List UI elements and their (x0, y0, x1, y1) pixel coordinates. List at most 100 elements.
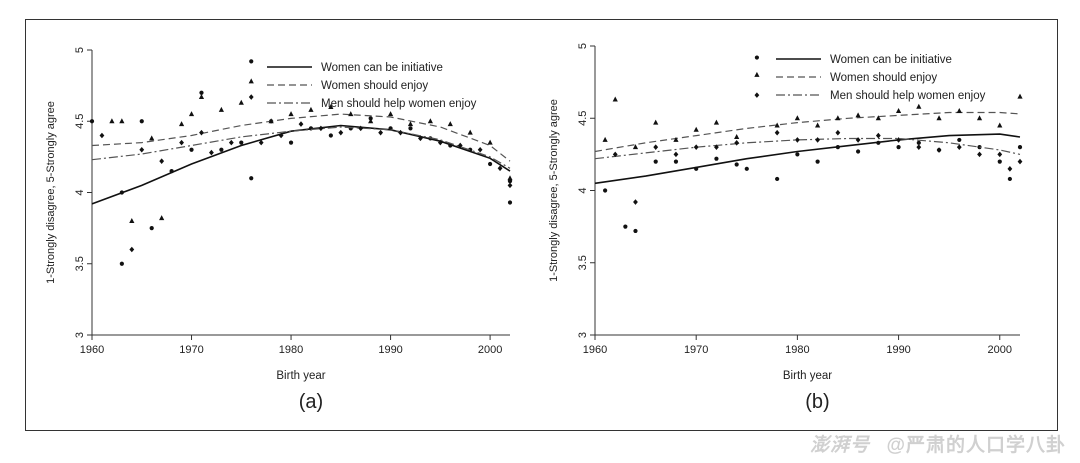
data-point-triangle (328, 104, 334, 109)
legend-label-1: Women can be initiative (321, 62, 443, 74)
data-point-triangle (119, 118, 125, 124)
data-point-diamond (855, 137, 861, 143)
legend-label-3: Men should help women enjoy (321, 98, 477, 110)
data-point-diamond (875, 132, 881, 139)
data-point-circle (815, 159, 820, 164)
data-point-triangle (188, 111, 195, 117)
data-point-diamond (477, 146, 483, 153)
data-point-triangle (507, 175, 513, 181)
data-point-diamond (318, 125, 324, 132)
data-point-circle (734, 162, 739, 167)
data-point-triangle (467, 129, 473, 135)
x-tick-label: 1970 (684, 344, 708, 356)
y-axis-title: 1-Strongly disagree, 5-Strongly agree (45, 101, 57, 284)
data-point-diamond (754, 92, 760, 98)
data-point-diamond (1007, 166, 1013, 172)
data-point-circle (633, 228, 638, 234)
figure-frame (25, 19, 1058, 431)
data-point-triangle (447, 121, 453, 127)
y-tick-label: 4 (74, 189, 86, 195)
data-point-diamond (298, 121, 304, 127)
data-point-triangle (308, 106, 314, 112)
data-point-diamond (997, 151, 1003, 158)
data-point-diamond (673, 151, 679, 158)
data-point-triangle (673, 136, 679, 142)
data-point-triangle (487, 139, 493, 145)
data-point-circle (835, 145, 840, 150)
x-axis-title: Birth year (783, 370, 832, 382)
data-point-circle (623, 224, 628, 229)
chart-panel-2: 3 3.5 4 4.5 5 1960 1970 1980 1990 2000 Birth year 1… (548, 43, 1023, 413)
y-tick-label: 4.5 (577, 111, 589, 126)
data-point-circle (408, 126, 413, 131)
data-point-diamond (734, 140, 740, 146)
data-point-triangle (956, 108, 962, 114)
data-point-triangle (997, 122, 1003, 128)
data-point-circle (119, 190, 124, 195)
data-point-diamond (248, 94, 254, 100)
data-point-triangle (198, 94, 205, 100)
data-point-circle (448, 143, 453, 148)
data-point-triangle (218, 106, 224, 112)
data-point-triangle (774, 122, 780, 128)
data-point-triangle (632, 144, 639, 150)
chart-panel-1: 3 3.5 4 4.5 5 1960 1970 1980 1990 2000 Birth year 1… (45, 47, 513, 413)
data-point-circle (149, 226, 154, 231)
y-tick-label: 3 (577, 332, 589, 338)
x-axis-title: Birth year (276, 370, 325, 382)
data-point-triangle (129, 218, 135, 223)
data-point-circle (219, 147, 224, 152)
data-point-triangle (653, 119, 659, 125)
y-tick-label: 4 (577, 187, 589, 193)
data-point-diamond (99, 132, 105, 139)
data-point-diamond (815, 137, 821, 143)
y-tick-label: 5 (74, 47, 86, 53)
data-point-diamond (977, 151, 982, 158)
data-point-triangle (815, 122, 821, 128)
x-tick-label: 1960 (80, 344, 104, 356)
data-point-diamond (956, 144, 962, 150)
data-point-diamond (835, 129, 841, 136)
data-point-triangle (855, 112, 861, 118)
fit-line-2 (91, 113, 511, 162)
data-point-diamond (278, 132, 284, 139)
data-point-circle (328, 133, 333, 138)
data-point-circle (1007, 176, 1012, 182)
data-point-diamond (774, 129, 780, 136)
watermark-author: @严肃的人口学八卦 (886, 435, 1066, 456)
data-point-triangle (895, 108, 902, 114)
x-tick-label: 1980 (279, 344, 303, 356)
data-point-triangle (248, 78, 254, 84)
data-point-diamond (378, 129, 384, 136)
fit-line-2 (594, 111, 1021, 153)
data-point-diamond (139, 146, 145, 153)
data-point-circle (694, 166, 699, 171)
y-axis-title: 1-Strongly disagree, 5-Strongly agree (548, 99, 560, 282)
data-point-diamond (258, 139, 264, 146)
panel-label: (a) (299, 391, 323, 413)
data-point-diamond (209, 149, 214, 156)
data-point-diamond (437, 139, 443, 146)
watermark: 澎湃号 @严肃的人口学八卦 (810, 430, 1066, 457)
data-point-circle (855, 149, 861, 154)
data-point-diamond (507, 182, 513, 189)
data-point-circle (714, 156, 719, 161)
data-point-triangle (875, 115, 881, 121)
data-point-circle (468, 147, 473, 152)
y-tick-label: 3 (74, 332, 86, 338)
data-point-circle (775, 176, 780, 182)
data-point-diamond (179, 139, 184, 146)
data-point-diamond (398, 129, 403, 136)
x-tick-label: 1990 (886, 344, 910, 356)
y-tick-label: 5 (577, 43, 589, 49)
data-point-diamond (497, 165, 503, 172)
data-point-triangle (238, 99, 244, 105)
data-point-circle (239, 140, 244, 145)
data-point-triangle (149, 135, 155, 141)
y-tick-label: 4.5 (74, 114, 86, 129)
data-point-circle (189, 147, 194, 152)
data-point-triangle (916, 103, 922, 109)
data-point-diamond (457, 142, 463, 149)
data-point-circle (673, 159, 679, 164)
data-point-triangle (348, 111, 354, 117)
